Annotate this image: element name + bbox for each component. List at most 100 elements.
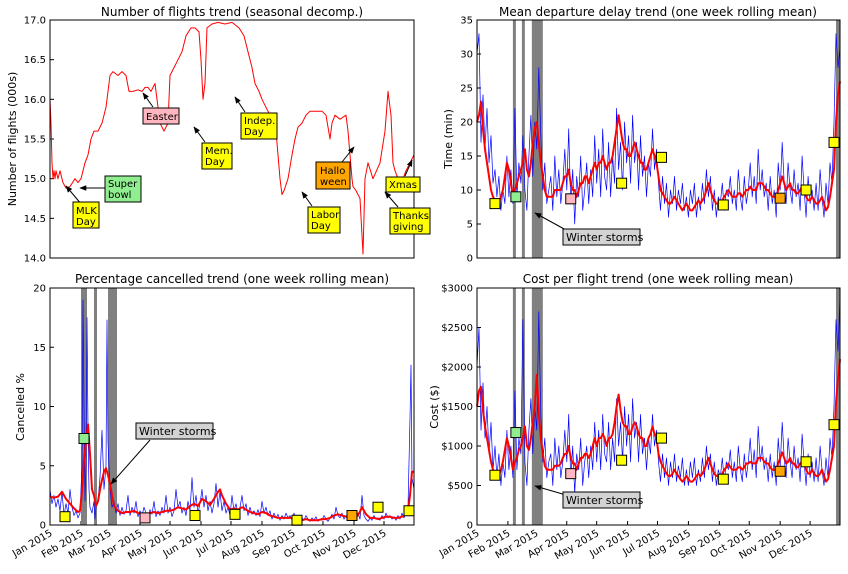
y-tick-label: 35: [460, 16, 473, 27]
holiday-marker: [510, 191, 522, 203]
holiday-marker: [291, 514, 303, 526]
svg-text:Easter: Easter: [146, 112, 179, 123]
holiday-marker: [346, 510, 358, 522]
chart-title: Number of flights trend (seasonal decomp…: [101, 5, 363, 19]
svg-text:Day: Day: [205, 157, 225, 168]
svg-text:bowl: bowl: [108, 190, 131, 201]
y-axis-label: Cost ($): [428, 385, 441, 429]
holiday-marker: [189, 510, 201, 522]
holiday-marker: [565, 468, 577, 480]
chart-title: Percentage cancelled trend (one week rol…: [75, 272, 389, 286]
svg-text:Indep.: Indep.: [244, 116, 275, 127]
y-tick-label: 15: [33, 343, 46, 354]
svg-text:Day: Day: [311, 221, 331, 232]
holiday-marker: [372, 501, 384, 513]
holiday-marker: [616, 454, 628, 466]
y-tick-label: $1500: [441, 402, 473, 413]
y-tick-label: 20: [460, 118, 473, 129]
y-tick-label: 20: [33, 284, 46, 295]
holiday-marker: [403, 505, 415, 517]
holiday-marker: [229, 508, 241, 520]
holiday-marker: [774, 465, 786, 477]
chart-cost-per-flight: Cost per flight trend (one week rolling …: [428, 272, 841, 562]
svg-text:Thanks: Thanks: [392, 211, 429, 222]
svg-text:giving: giving: [393, 222, 424, 233]
trend-line: [49, 21, 415, 255]
holiday-marker: [655, 432, 667, 444]
y-axis-label: Cancelled %: [14, 373, 27, 441]
y-axis-label: Number of flights (000s): [6, 72, 19, 207]
chart-title: Mean departure delay trend (one week rol…: [499, 5, 817, 19]
y-tick-labels: 0 5 10 15 20 25 30 35: [460, 16, 481, 265]
plot-area: [476, 288, 841, 525]
holiday-marker: [800, 184, 812, 196]
y-tick-label: 14.5: [24, 214, 46, 225]
annotation-winter-storms: Winter storms: [534, 212, 644, 246]
y-tick-label: $3000: [441, 284, 473, 295]
y-tick-label: $1000: [441, 442, 473, 453]
y-tick-label: 15.5: [24, 135, 46, 146]
y-tick-label: 16.5: [24, 55, 46, 66]
holiday-marker: [800, 456, 812, 468]
holiday-marker: [655, 151, 667, 163]
y-axis-label: Time (min): [442, 109, 455, 170]
svg-text:ween: ween: [320, 177, 347, 188]
winter-storm-shade: [521, 288, 525, 525]
rolling-mean-line: [476, 81, 841, 212]
y-tick-label: 15: [460, 152, 473, 163]
svg-text:Day: Day: [76, 217, 96, 228]
y-tick-label: 5: [40, 461, 46, 472]
chart-flights-trend: Number of flights trend (seasonal decomp…: [6, 5, 431, 265]
y-tick-label: 0: [467, 521, 473, 532]
holiday-marker: [489, 469, 501, 481]
svg-text:Super: Super: [108, 179, 138, 190]
holiday-marker: [489, 198, 501, 210]
annotation-winter-storms: Winter storms: [534, 485, 644, 509]
svg-text:Hallo: Hallo: [320, 166, 345, 177]
plot-area: [49, 21, 415, 255]
winter-storm-shade: [836, 288, 840, 525]
svg-text:Labor: Labor: [311, 210, 340, 221]
svg-text:Day: Day: [244, 127, 264, 138]
y-tick-label: $2500: [441, 323, 473, 334]
y-tick-label: $2000: [441, 363, 473, 374]
annotation-mlk-day: MLK Day: [65, 185, 100, 229]
y-tick-label: $500: [448, 481, 473, 492]
y-tick-label: 25: [460, 84, 473, 95]
y-tick-label: 14.0: [24, 254, 46, 265]
holiday-marker: [59, 511, 71, 523]
y-tick-label: 16.0: [24, 95, 46, 106]
svg-text:Winter storms: Winter storms: [566, 494, 644, 507]
annotation-halloween: Hallo ween: [315, 146, 355, 190]
rolling-mean-line: [49, 423, 414, 522]
holiday-marker: [565, 193, 577, 205]
y-tick-label: 30: [460, 50, 473, 61]
winter-storm-shade: [94, 288, 97, 525]
plot-frame: [49, 287, 415, 526]
winter-storm-shade: [81, 288, 83, 525]
holiday-marker: [139, 512, 151, 524]
daily-line: [49, 299, 415, 522]
chart-percentage-cancelled: Percentage cancelled trend (one week rol…: [10, 272, 415, 562]
svg-text:Mem.: Mem.: [205, 146, 233, 157]
plot-frame: [476, 287, 841, 526]
y-tick-label: 10: [460, 186, 473, 197]
annotation-thanksgiving: Thanks giving: [384, 191, 431, 235]
holiday-marker: [774, 192, 786, 204]
annotation-easter: Easter: [142, 92, 180, 125]
plot-frame: [49, 19, 415, 259]
plot-frame: [476, 19, 841, 259]
svg-text:Winter storms: Winter storms: [139, 425, 217, 438]
winter-storm-shade: [83, 288, 87, 525]
y-tick-label: 15.0: [24, 174, 46, 185]
y-tick-labels: 14.0 14.5 15.0 15.5 16.0 16.5 17.0: [24, 16, 54, 265]
y-tick-label: 0: [40, 521, 46, 532]
y-tick-label: 17.0: [24, 16, 46, 27]
annotation-super-bowl: Super bowl: [79, 175, 142, 203]
annotation-mem-day: Mem. Day: [193, 126, 233, 170]
y-tick-labels: 0 $500 $1000 $1500 $2000 $2500 $3000: [441, 284, 481, 532]
chart-title: Cost per flight trend (one week rolling …: [523, 272, 794, 286]
